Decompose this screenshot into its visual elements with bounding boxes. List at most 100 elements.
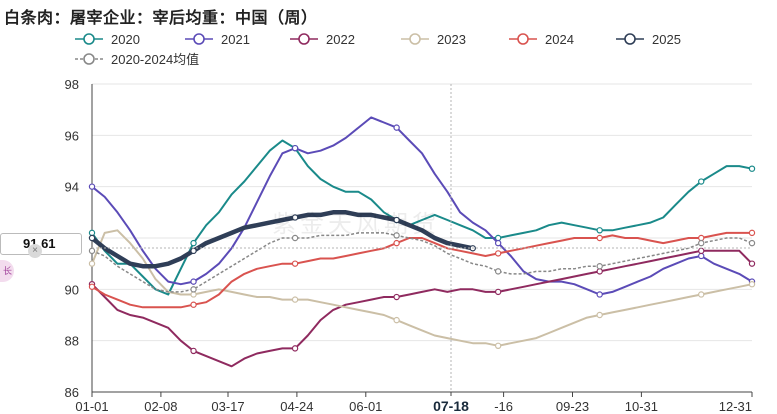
x-value-flag-bg xyxy=(424,396,479,414)
x-axis: 01-01 02-08 03-17 04-24 06-01 -16 09-23 10-31 12… xyxy=(75,391,753,414)
x-value-flag: 07-18 xyxy=(433,398,469,414)
data-point xyxy=(88,283,96,290)
legend-swatch-marker xyxy=(193,33,205,45)
data-point xyxy=(494,239,502,247)
series-lines xyxy=(88,116,756,368)
legend-label: 2021 xyxy=(221,32,250,47)
y-tick-label: 98 xyxy=(65,77,79,92)
legend-label: 2020 xyxy=(111,32,140,47)
data-point xyxy=(698,234,705,242)
data-point xyxy=(291,345,299,352)
data-point xyxy=(88,229,96,237)
data-point xyxy=(748,239,756,247)
data-point xyxy=(291,144,299,152)
close-icon[interactable]: × xyxy=(28,244,42,258)
x-tick-label: 09-23 xyxy=(556,399,589,414)
y-tick-label: 88 xyxy=(65,334,79,349)
data-point xyxy=(748,281,756,288)
data-point xyxy=(393,124,400,131)
data-point xyxy=(190,291,197,298)
legend-swatch-marker xyxy=(517,33,529,45)
legend-label: 2020-2024均值 xyxy=(111,52,199,67)
data-point xyxy=(494,342,502,349)
data-point xyxy=(291,260,299,267)
data-point xyxy=(190,239,197,247)
data-point xyxy=(698,239,705,247)
x-tick-label: 03-17 xyxy=(211,399,244,414)
legend-label: 2023 xyxy=(437,32,466,47)
chart-title: 白条肉：屠宰企业：宰后均重：中国（周） xyxy=(4,8,318,27)
hover-crosshair: 07-18 xyxy=(92,84,752,414)
x-tick-label: -16 xyxy=(494,399,513,414)
series-line-2022 xyxy=(91,249,753,368)
data-point xyxy=(88,247,96,255)
legend-item-2023[interactable]: 2023 xyxy=(401,32,466,47)
legend-swatch-marker xyxy=(83,33,95,45)
legend-item-2022[interactable]: 2022 xyxy=(290,32,355,47)
watermark-text: 紫金天风期货 xyxy=(272,210,440,238)
data-point xyxy=(291,214,299,221)
series-line-2020-2024均值 xyxy=(91,232,753,293)
data-point xyxy=(393,239,400,247)
legend-label: 2024 xyxy=(545,32,574,47)
data-point xyxy=(393,293,400,301)
y-tick-label: 86 xyxy=(65,385,79,400)
x-tick-label: 06-01 xyxy=(349,399,382,414)
data-point xyxy=(596,263,603,270)
legend: 2020 2021 2022 2023 2024 2025 2020-2024均值 xyxy=(75,32,681,67)
data-point xyxy=(190,301,197,308)
data-point xyxy=(88,183,96,190)
y-tick-label: 96 xyxy=(65,128,79,143)
series-line-2021 xyxy=(91,116,753,296)
x-tick-label: 10-31 xyxy=(625,399,658,414)
series-line-2024 xyxy=(91,231,752,309)
data-point xyxy=(698,252,705,260)
data-point xyxy=(698,291,705,298)
legend-item-2025[interactable]: 2025 xyxy=(616,32,681,47)
series-line-2020 xyxy=(91,139,753,296)
legend-label: 2025 xyxy=(652,32,681,47)
legend-item-2021[interactable]: 2021 xyxy=(185,32,250,47)
data-point xyxy=(596,268,603,275)
x-tick-label: 12-31 xyxy=(719,399,752,414)
data-point xyxy=(291,296,299,303)
data-point xyxy=(291,234,299,242)
legend-swatch-marker xyxy=(83,53,95,65)
data-point xyxy=(88,260,96,267)
data-point xyxy=(393,216,400,224)
data-point xyxy=(698,178,705,185)
data-point xyxy=(596,291,603,298)
series-line-2023 xyxy=(91,229,753,347)
data-point xyxy=(596,234,603,242)
side-assistant-bubble[interactable]: 长 xyxy=(0,260,14,282)
data-point xyxy=(596,311,603,319)
legend-swatch-marker xyxy=(624,33,636,45)
data-point xyxy=(190,286,197,293)
data-point xyxy=(698,247,705,255)
data-point xyxy=(596,227,603,234)
y-tick-label: 94 xyxy=(65,180,79,195)
data-point xyxy=(748,229,756,237)
data-point xyxy=(748,165,756,172)
data-point xyxy=(494,250,502,257)
legend-item-2024[interactable]: 2024 xyxy=(509,32,574,47)
y-tick-label: 90 xyxy=(65,282,79,297)
legend-swatch-marker xyxy=(409,33,421,45)
x-tick-label: 02-08 xyxy=(144,399,177,414)
data-point xyxy=(393,232,400,239)
legend-item-2020[interactable]: 2020 xyxy=(75,32,140,47)
data-point xyxy=(190,278,197,285)
legend-item-2020-2024均值[interactable]: 2020-2024均值 xyxy=(75,52,199,67)
data-point xyxy=(88,234,96,242)
data-point xyxy=(393,316,400,324)
data-point xyxy=(190,347,197,355)
series-line-2025 xyxy=(90,210,474,269)
legend-swatch-marker xyxy=(298,33,310,45)
data-point xyxy=(494,268,502,275)
data-point xyxy=(190,247,197,255)
data-point xyxy=(748,260,756,267)
data-point xyxy=(494,288,502,296)
legend-label: 2022 xyxy=(326,32,355,47)
x-tick-label: 01-01 xyxy=(75,399,108,414)
